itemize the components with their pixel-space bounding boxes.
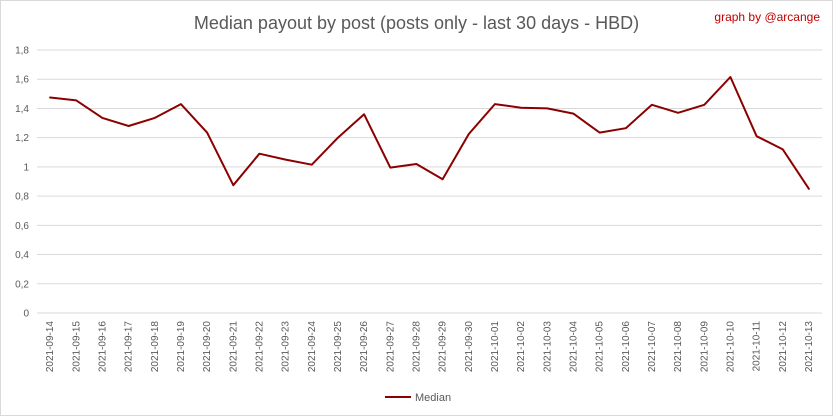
y-tick-label: 1 (23, 162, 29, 173)
x-tick-label: 2021-10-03 (542, 321, 553, 373)
x-tick-label: 2021-09-23 (281, 321, 292, 373)
x-tick-label: 2021-10-06 (621, 321, 632, 373)
y-tick-label: 0,6 (15, 221, 29, 232)
y-tick-label: 1,6 (15, 75, 29, 86)
x-tick-label: 2021-10-09 (699, 321, 710, 373)
x-tick-label: 2021-09-18 (150, 321, 161, 373)
series-line-median (49, 76, 810, 190)
x-tick-label: 2021-09-29 (438, 321, 449, 373)
x-tick-label: 2021-10-02 (516, 321, 527, 373)
y-tick-label: 0 (23, 309, 29, 320)
y-tick-label: 0,4 (15, 250, 29, 261)
x-tick-label: 2021-09-30 (464, 321, 475, 373)
x-tick-label: 2021-09-16 (97, 321, 108, 373)
x-tick-label: 2021-09-20 (202, 321, 213, 373)
x-tick-label: 2021-09-26 (359, 321, 370, 373)
x-tick-label: 2021-09-14 (45, 321, 56, 373)
y-tick-label: 0,8 (15, 192, 29, 203)
x-tick-label: 2021-09-21 (228, 321, 239, 373)
y-tick-label: 1,2 (15, 133, 29, 144)
legend-label: Median (415, 392, 451, 404)
x-tick-label: 2021-09-19 (176, 321, 187, 373)
x-tick-label: 2021-10-08 (673, 321, 684, 373)
y-tick-label: 1,8 (15, 46, 29, 57)
x-tick-label: 2021-09-17 (124, 321, 135, 373)
x-tick-label: 2021-10-11 (752, 321, 763, 372)
x-tick-label: 2021-09-28 (411, 321, 422, 373)
x-tick-label: 2021-09-27 (385, 321, 396, 373)
x-tick-label: 2021-10-13 (804, 321, 815, 373)
x-tick-label: 2021-10-12 (778, 321, 789, 373)
y-tick-label: 1,4 (15, 104, 29, 115)
x-tick-label: 2021-09-24 (307, 321, 318, 373)
chart-title: Median payout by post (posts only - last… (193, 13, 640, 33)
x-tick-label: 2021-10-05 (595, 321, 606, 373)
x-tick-label: 2021-10-04 (568, 321, 579, 373)
y-tick-label: 0,2 (15, 279, 29, 290)
x-tick-label: 2021-09-22 (254, 321, 265, 373)
credit-label: graph by @arcange (714, 10, 820, 24)
x-tick-label: 2021-10-01 (490, 321, 501, 373)
x-tick-label: 2021-10-07 (647, 321, 658, 373)
x-tick-label: 2021-10-10 (725, 321, 736, 373)
x-tick-label: 2021-09-25 (333, 321, 344, 373)
x-tick-label: 2021-09-15 (71, 321, 82, 373)
